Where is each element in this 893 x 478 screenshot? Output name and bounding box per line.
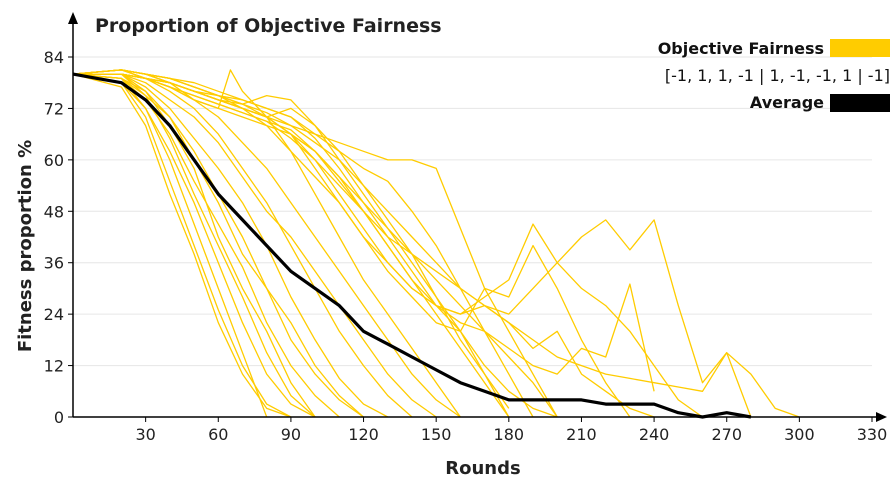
series-layer: [72, 69, 800, 419]
x-tick-label: 270: [711, 425, 742, 444]
x-tick-label: 60: [208, 425, 228, 444]
series-line-run-10: [72, 73, 364, 418]
x-tick-label: 30: [135, 425, 155, 444]
y-tick-label: 60: [44, 151, 64, 170]
series-line-run-26: [72, 69, 800, 418]
series-line-run-18: [72, 69, 534, 418]
x-tick-label: 120: [348, 425, 379, 444]
x-axis-arrow: [876, 412, 887, 422]
series-line-run-12: [73, 73, 437, 418]
y-tick-label: 0: [54, 408, 64, 427]
y-tick-label: 84: [44, 48, 64, 67]
x-tick-label: 150: [421, 425, 452, 444]
y-tick-labels: 0 12 24 36 48 60 72 84: [44, 48, 73, 427]
y-axis-label: Fitness proportion %: [15, 140, 36, 352]
series-line-run-2: [72, 73, 268, 418]
legend-label-average: Average: [750, 93, 824, 112]
series-line-run-7: [72, 73, 364, 418]
series-line-run-17: [73, 73, 510, 409]
y-tick-label: 72: [44, 99, 64, 118]
y-tick-label: 12: [44, 357, 64, 376]
series-line-run-8: [72, 73, 316, 418]
series-line-run-25: [73, 73, 752, 418]
y-tick-label: 48: [44, 202, 64, 221]
series-line-run-6: [73, 73, 316, 418]
legend-label-objective-fairness: Objective Fairness: [658, 39, 824, 58]
x-tick-label: 240: [639, 425, 670, 444]
x-axis-label: Rounds: [445, 458, 520, 478]
x-tick-label: 180: [494, 425, 525, 444]
x-tick-label: 210: [566, 425, 597, 444]
x-tick-label: 330: [857, 425, 888, 444]
y-tick-label: 36: [44, 254, 64, 273]
series-line-run-27: [73, 73, 655, 392]
y-tick-label: 24: [44, 305, 64, 324]
series-line-run-11: [72, 69, 413, 418]
x-tick-labels: 30 60 90 120 150 180 210 240 270 300 330: [135, 417, 887, 444]
series-line-run-4: [72, 73, 292, 418]
legend-swatch-objective-fairness: [830, 39, 890, 57]
axes: [68, 12, 887, 422]
legend: Objective Fairness [-1, 1, 1, -1 | 1, -1…: [658, 39, 890, 112]
legend-swatch-average: [830, 94, 890, 112]
series-line-run-1: [72, 73, 292, 418]
y-axis-arrow: [68, 12, 78, 24]
chart-title: Proportion of Objective Fairness: [95, 15, 442, 37]
x-tick-label: 90: [281, 425, 301, 444]
series-line-run-9: [73, 73, 389, 418]
x-tick-label: 300: [784, 425, 815, 444]
legend-sublabel-objective-fairness: [-1, 1, 1, -1 | 1, -1, -1, 1 | -1]: [665, 66, 890, 85]
series-line-average: [72, 72, 752, 419]
